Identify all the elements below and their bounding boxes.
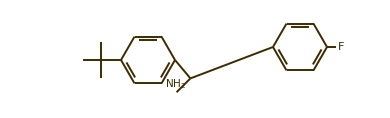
Text: F: F [338,42,344,52]
Text: NH$_2$: NH$_2$ [165,77,186,91]
